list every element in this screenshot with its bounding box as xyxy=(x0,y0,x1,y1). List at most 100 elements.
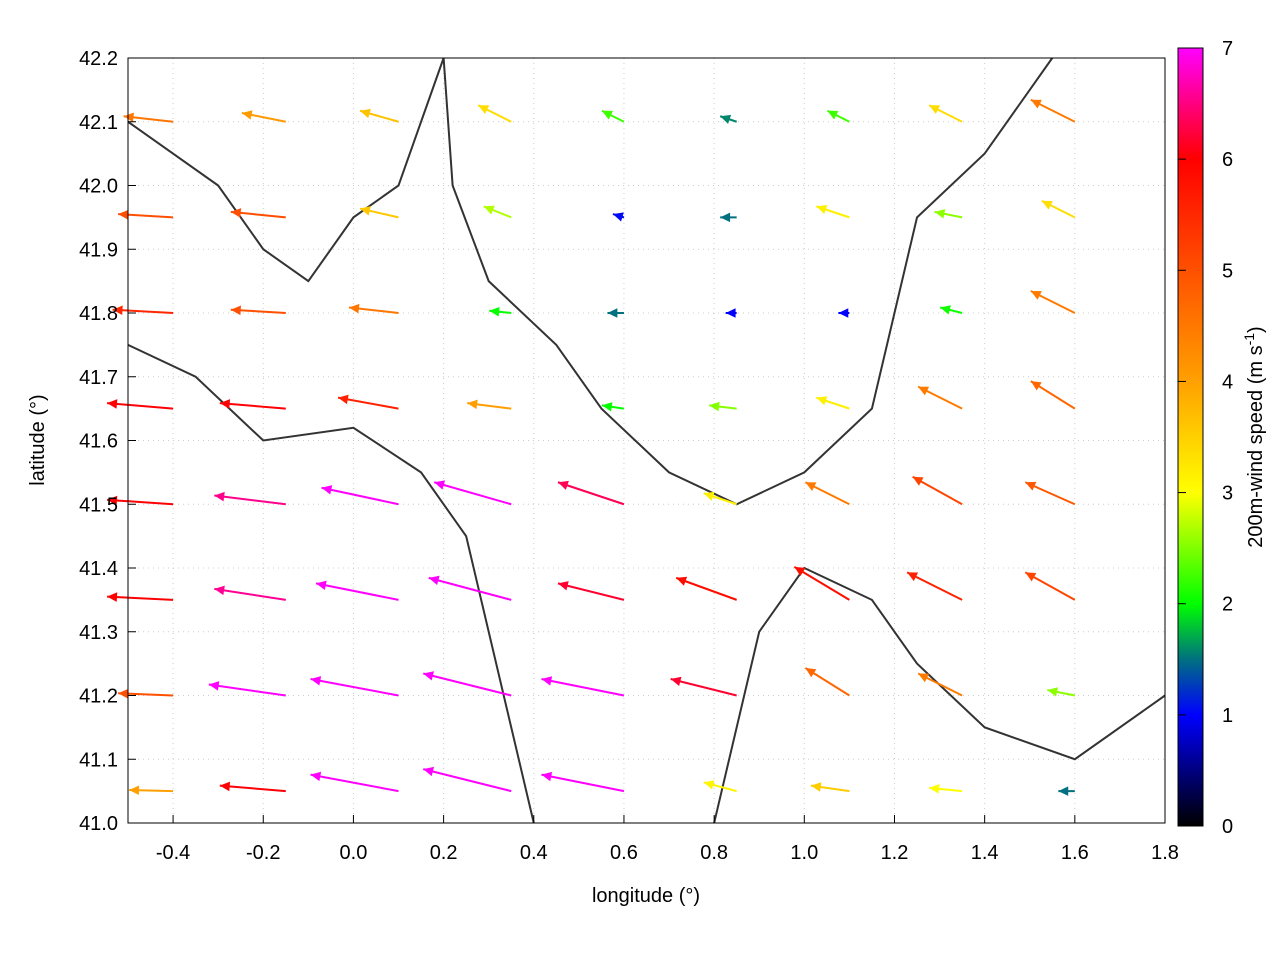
arrow-shaft xyxy=(315,582,399,601)
arrow-shaft xyxy=(428,576,512,601)
wind-arrow xyxy=(703,780,737,793)
x-tick-label: 0.6 xyxy=(610,842,638,864)
x-tick-label: 0.8 xyxy=(700,842,728,864)
wind-arrow xyxy=(107,495,174,506)
arrow-head xyxy=(107,495,118,506)
x-axis-ticks: -0.4 -0.2 0.0 0.2 0.4 0.6 0.8 1.0 1.2 1.4 1.6 1.8 xyxy=(156,815,1179,864)
wind-arrow xyxy=(675,576,738,601)
y-tick-label: 42.2 xyxy=(79,48,118,70)
arrow-head xyxy=(810,782,822,792)
wind-arrow xyxy=(929,784,963,794)
plot-area xyxy=(128,58,1165,823)
y-tick-label: 41.1 xyxy=(79,749,118,771)
wind-arrow xyxy=(939,305,963,315)
y-tick-label: 41.3 xyxy=(79,622,118,644)
arrow-shaft xyxy=(321,486,399,506)
wind-arrow xyxy=(467,399,512,410)
wind-arrow xyxy=(321,485,399,506)
wind-arrow xyxy=(310,771,399,793)
colorbar-tick-label: 2 xyxy=(1222,594,1233,616)
arrow-head xyxy=(1025,481,1037,491)
arrow-shaft xyxy=(541,773,625,793)
x-tick-label: 1.8 xyxy=(1151,842,1179,864)
arrow-head xyxy=(607,308,618,318)
arrow-head xyxy=(360,108,371,119)
wind-arrow xyxy=(241,110,287,123)
arrow-head xyxy=(612,212,624,222)
y-tick-label: 41.5 xyxy=(79,494,118,516)
arrow-head xyxy=(805,668,817,678)
arrow-head xyxy=(601,402,613,412)
wind-arrow xyxy=(359,206,399,219)
arrow-head xyxy=(423,766,435,777)
wind-arrow xyxy=(219,399,286,410)
x-tick-label: -0.4 xyxy=(156,842,190,864)
y-tick-label: 41.9 xyxy=(79,239,118,261)
arrow-head xyxy=(541,676,553,686)
wind-arrow xyxy=(720,212,737,223)
wind-arrow xyxy=(912,475,963,506)
arrow-head xyxy=(230,305,241,316)
arrow-head xyxy=(934,209,946,219)
arrow-head xyxy=(794,566,806,577)
arrow-head xyxy=(107,399,118,409)
arrow-head xyxy=(676,576,688,586)
wind-arrow xyxy=(422,766,512,793)
y-tick-label: 41.7 xyxy=(79,367,118,389)
arrow-shaft xyxy=(557,481,625,506)
arrow-head xyxy=(338,394,349,405)
wind-arrow xyxy=(793,566,850,601)
wind-arrow xyxy=(348,303,399,314)
wind-arrow xyxy=(310,676,399,697)
arrow-head xyxy=(918,673,930,683)
wind-arrow xyxy=(1041,199,1076,219)
arrow-head xyxy=(929,784,940,794)
arrow-head xyxy=(214,585,225,596)
arrow-head xyxy=(241,110,253,120)
wind-arrow xyxy=(541,771,625,793)
x-tick-label: 1.2 xyxy=(881,842,909,864)
arrow-head xyxy=(107,592,118,602)
wind-arrow xyxy=(428,575,512,601)
arrow-head xyxy=(720,114,732,124)
wind-arrow xyxy=(118,688,174,699)
arrow-head xyxy=(434,480,446,490)
x-tick-label: -0.2 xyxy=(246,842,280,864)
wind-arrow xyxy=(219,781,286,793)
arrow-head xyxy=(827,110,839,120)
wind-arrow xyxy=(906,571,963,601)
wind-arrow xyxy=(1047,687,1076,697)
arrow-head xyxy=(214,491,225,502)
arrow-shaft xyxy=(310,678,399,697)
wind-arrow xyxy=(541,676,625,697)
arrow-head xyxy=(557,480,569,490)
wind-arrow xyxy=(804,667,850,697)
contour-line xyxy=(713,566,1166,824)
wind-arrow xyxy=(230,208,286,219)
arrow-head xyxy=(816,396,828,406)
arrow-shaft xyxy=(557,582,625,601)
wind-arrow xyxy=(917,385,963,410)
wind-arrow xyxy=(826,109,850,123)
wind-arrow xyxy=(1024,571,1076,601)
x-tick-label: 1.6 xyxy=(1061,842,1089,864)
arrow-head xyxy=(478,105,490,114)
arrow-head xyxy=(112,305,123,316)
arrow-shaft xyxy=(208,683,286,697)
arrow-shaft xyxy=(337,396,399,410)
arrow-head xyxy=(912,476,924,486)
arrow-shaft xyxy=(906,571,963,601)
wind-arrow xyxy=(123,112,174,123)
arrow-head xyxy=(720,212,731,223)
wind-arrow xyxy=(703,491,737,506)
arrow-head xyxy=(601,110,613,120)
wind-arrow xyxy=(107,399,174,410)
wind-arrow xyxy=(107,592,174,602)
arrow-shaft xyxy=(214,494,286,506)
wind-arrow xyxy=(557,480,625,506)
y-tick-label: 41.8 xyxy=(79,303,118,325)
arrow-shaft xyxy=(422,672,512,697)
arrow-head xyxy=(349,303,360,314)
arrow-head xyxy=(118,209,129,220)
